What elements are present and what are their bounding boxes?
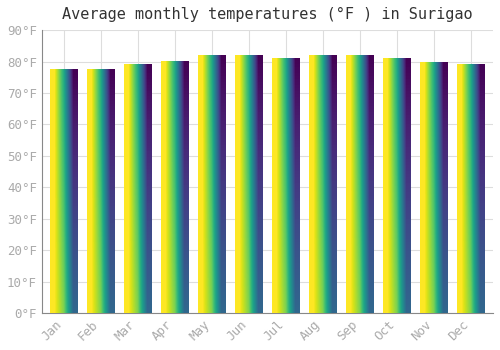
Title: Average monthly temperatures (°F ) in Surigao: Average monthly temperatures (°F ) in Su… (62, 7, 472, 22)
